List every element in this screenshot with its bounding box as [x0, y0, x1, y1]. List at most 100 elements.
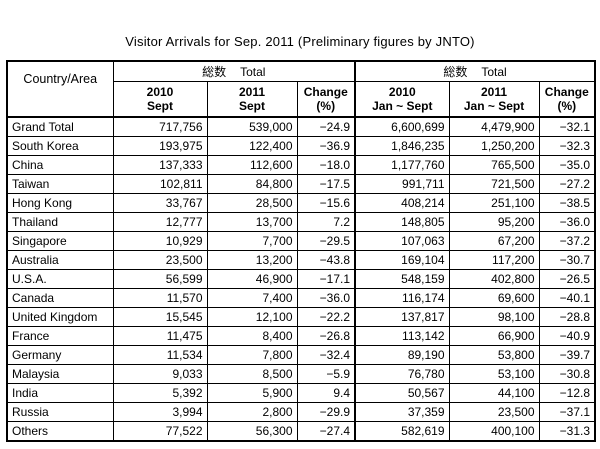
- value-cell: 11,475: [112, 326, 208, 346]
- value-cell: 95,200: [448, 212, 540, 232]
- value-cell: 23,500: [112, 250, 208, 270]
- value-cell: −36.0: [296, 288, 356, 308]
- country-name-cell: Grand Total: [6, 116, 114, 137]
- table-row: Russia 3,994 2,800 −29.9 37,359 23,500 −37.1: [6, 402, 596, 422]
- value-cell: 1,846,235: [354, 136, 450, 156]
- value-cell: −29.9: [296, 402, 356, 422]
- country-area-header: Country/Area: [6, 60, 114, 118]
- table-row: Grand Total 717,756 539,000 −24.9 6,600,699 4…: [6, 116, 596, 137]
- value-cell: 69,600: [448, 288, 540, 308]
- cumulative-total-group-header: 総数 Total: [354, 60, 596, 82]
- value-cell: −35.0: [538, 155, 596, 175]
- value-cell: 717,756: [112, 116, 208, 137]
- column-header: Change (%): [296, 81, 356, 118]
- value-cell: 765,500: [448, 155, 540, 175]
- value-cell: −28.8: [538, 307, 596, 327]
- value-cell: 53,800: [448, 345, 540, 365]
- value-cell: 84,800: [206, 174, 298, 194]
- table-row: Australia 23,500 13,200 −43.8 169,104 117,200…: [6, 250, 596, 270]
- value-cell: 169,104: [354, 250, 450, 270]
- table-row: U.S.A. 56,599 46,900 −17.1 548,159 402,800 −26…: [6, 269, 596, 289]
- value-cell: 107,063: [354, 231, 450, 251]
- country-name-cell: Singapore: [6, 231, 114, 251]
- country-name-cell: India: [6, 383, 114, 403]
- value-cell: 23,500: [448, 402, 540, 422]
- value-cell: −27.4: [296, 421, 356, 442]
- country-name-cell: Hong Kong: [6, 193, 114, 213]
- value-cell: 5,392: [112, 383, 208, 403]
- value-cell: 117,200: [448, 250, 540, 270]
- value-cell: −12.8: [538, 383, 596, 403]
- value-cell: −36.0: [538, 212, 596, 232]
- value-cell: 12,100: [206, 307, 298, 327]
- country-name-cell: Others: [6, 421, 114, 442]
- column-header: 2010 Jan ~ Sept: [354, 81, 450, 118]
- value-cell: −24.9: [296, 116, 356, 137]
- value-cell: −26.5: [538, 269, 596, 289]
- value-cell: −26.8: [296, 326, 356, 346]
- value-cell: −32.4: [296, 345, 356, 365]
- value-cell: 400,100: [448, 421, 540, 442]
- country-name-cell: U.S.A.: [6, 269, 114, 289]
- value-cell: −37.1: [538, 402, 596, 422]
- value-cell: −30.7: [538, 250, 596, 270]
- country-name-cell: Australia: [6, 250, 114, 270]
- page-title: Visitor Arrivals for Sep. 2011 (Prelimin…: [125, 34, 475, 49]
- value-cell: 7.2: [296, 212, 356, 232]
- table-body: Country/Area 総数 Total 総数 Total 2010 Sept 20…: [6, 60, 596, 442]
- value-cell: 77,522: [112, 421, 208, 442]
- value-cell: −32.1: [538, 116, 596, 137]
- table-row: Others 77,522 56,300 −27.4 582,619 400,100 −31…: [6, 421, 596, 442]
- value-cell: 991,711: [354, 174, 450, 194]
- value-cell: 137,817: [354, 307, 450, 327]
- value-cell: −37.2: [538, 231, 596, 251]
- value-cell: 10,929: [112, 231, 208, 251]
- table-row: United Kingdom 15,545 12,100 −22.2 137,817 98…: [6, 307, 596, 327]
- value-cell: 112,600: [206, 155, 298, 175]
- table-row: South Korea 193,975 122,400 −36.9 1,846,235 1…: [6, 136, 596, 156]
- value-cell: 11,534: [112, 345, 208, 365]
- column-header: 2011 Jan ~ Sept: [448, 81, 540, 118]
- column-header: Change (%): [538, 81, 596, 118]
- value-cell: 102,811: [112, 174, 208, 194]
- value-cell: 116,174: [354, 288, 450, 308]
- value-cell: 408,214: [354, 193, 450, 213]
- value-cell: 8,400: [206, 326, 298, 346]
- value-cell: 721,500: [448, 174, 540, 194]
- country-name-cell: Taiwan: [6, 174, 114, 194]
- header-group-row: Country/Area 総数 Total 総数 Total: [6, 60, 596, 118]
- value-cell: −18.0: [296, 155, 356, 175]
- value-cell: 193,975: [112, 136, 208, 156]
- value-cell: 402,800: [448, 269, 540, 289]
- table-row: Singapore 10,929 7,700 −29.5 107,063 67,200 −3…: [6, 231, 596, 251]
- group-header-en: Total: [240, 64, 266, 79]
- value-cell: −22.2: [296, 307, 356, 327]
- value-cell: 33,767: [112, 193, 208, 213]
- value-cell: −31.3: [538, 421, 596, 442]
- country-name-cell: Russia: [6, 402, 114, 422]
- value-cell: 37,359: [354, 402, 450, 422]
- value-cell: −5.9: [296, 364, 356, 384]
- value-cell: 8,500: [206, 364, 298, 384]
- country-name-cell: China: [6, 155, 114, 175]
- value-cell: 3,994: [112, 402, 208, 422]
- value-cell: 548,159: [354, 269, 450, 289]
- country-name-cell: Germany: [6, 345, 114, 365]
- table-row: India 5,392 5,900 9.4 50,567 44,100 −12.8: [6, 383, 596, 403]
- value-cell: 6,600,699: [354, 116, 450, 137]
- value-cell: 7,700: [206, 231, 298, 251]
- country-name-cell: Thailand: [6, 212, 114, 232]
- value-cell: 56,599: [112, 269, 208, 289]
- visitor-arrivals-table: Country/Area 総数 Total 総数 Total 2010 Sept 20…: [6, 60, 597, 442]
- value-cell: 5,900: [206, 383, 298, 403]
- value-cell: 7,400: [206, 288, 298, 308]
- column-header: 2010 Sept: [112, 81, 208, 118]
- value-cell: 53,100: [448, 364, 540, 384]
- monthly-total-group-header: 総数 Total: [112, 60, 356, 82]
- value-cell: 1,250,200: [448, 136, 540, 156]
- value-cell: 11,570: [112, 288, 208, 308]
- value-cell: 148,805: [354, 212, 450, 232]
- value-cell: 2,800: [206, 402, 298, 422]
- value-cell: −17.5: [296, 174, 356, 194]
- country-name-cell: United Kingdom: [6, 307, 114, 327]
